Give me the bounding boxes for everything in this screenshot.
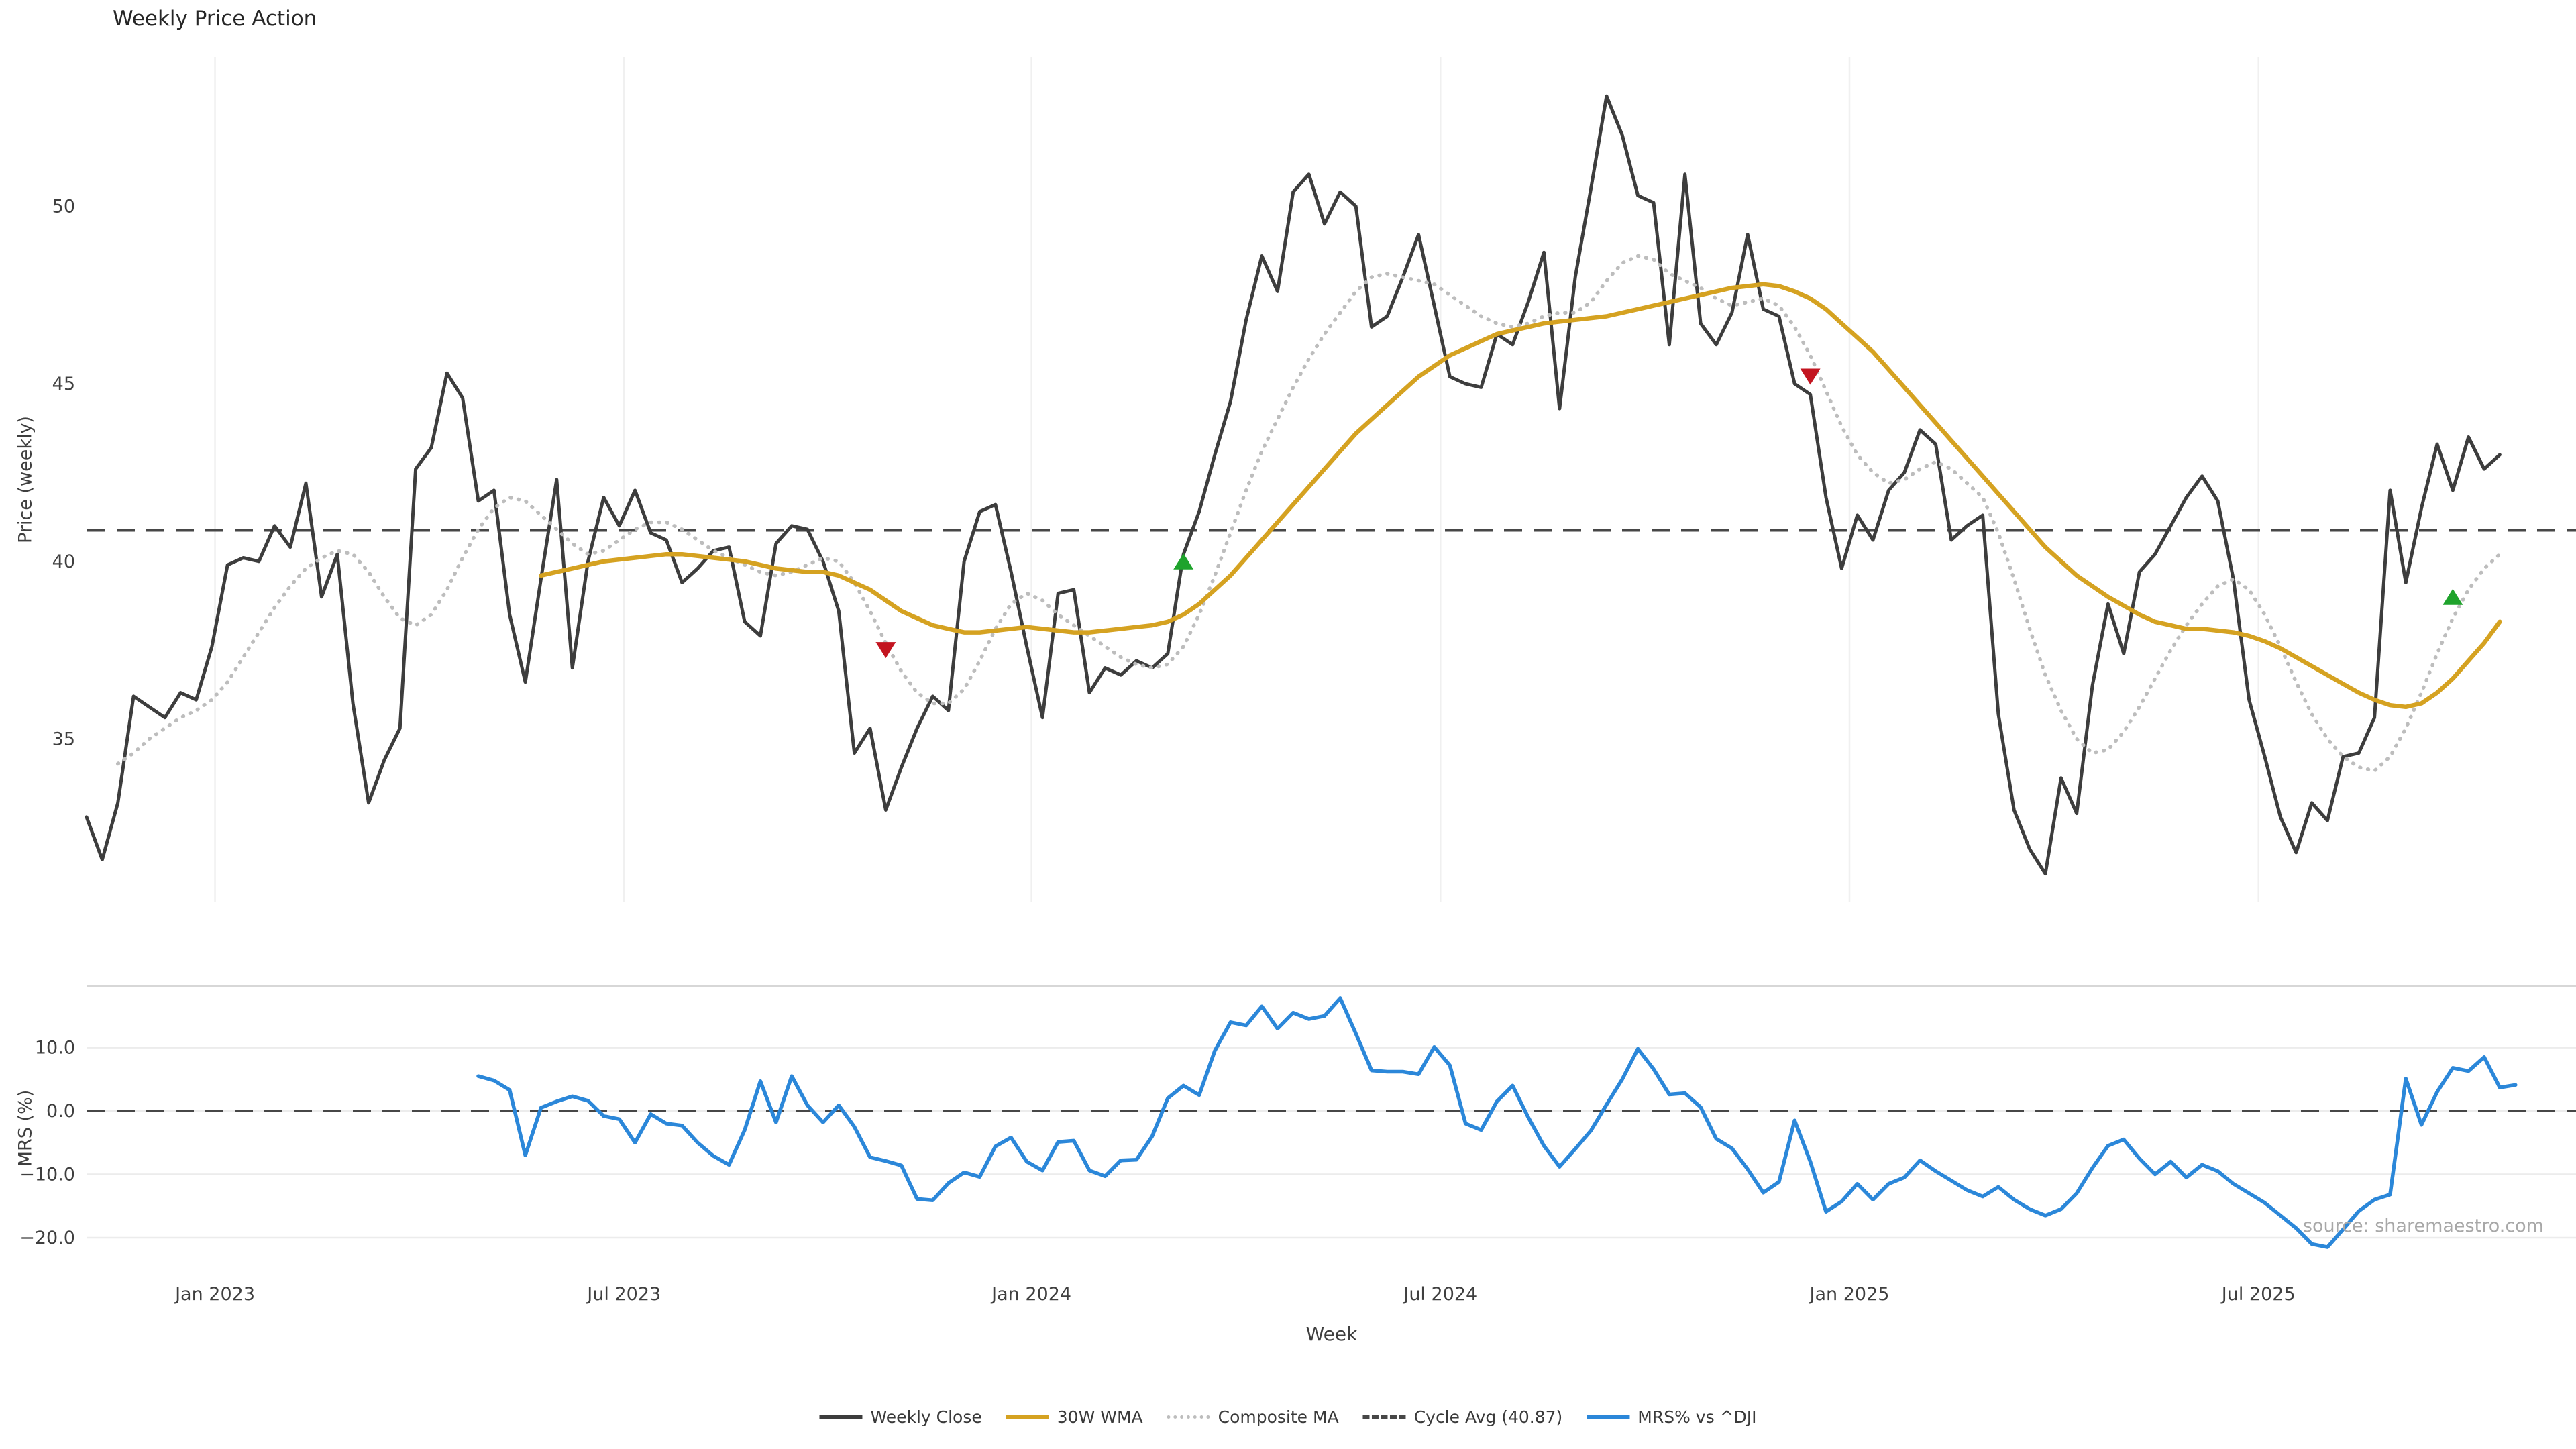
legend-item-cycle-avg-40-87-: Cycle Avg (40.87) bbox=[1362, 1407, 1563, 1427]
legend-swatch bbox=[1006, 1415, 1049, 1419]
x-tick-label: Jul 2024 bbox=[1402, 1284, 1477, 1305]
legend-item-mrs-vs-dji: MRS% vs ^DJI bbox=[1587, 1407, 1757, 1427]
series-weekly-close bbox=[85, 94, 2502, 876]
x-tick-label: Jan 2024 bbox=[990, 1284, 1071, 1305]
legend-item-composite-ma: Composite MA bbox=[1167, 1407, 1339, 1427]
legend-label: MRS% vs ^DJI bbox=[1638, 1407, 1757, 1427]
legend-label: Composite MA bbox=[1218, 1407, 1339, 1427]
legend-item-weekly-close: Weekly Close bbox=[819, 1407, 982, 1427]
sell-signal-marker bbox=[1800, 368, 1821, 385]
legend-label: 30W WMA bbox=[1057, 1407, 1143, 1427]
legend-swatch bbox=[1167, 1415, 1210, 1419]
series-30w-wma bbox=[539, 282, 2502, 710]
gridlines-layer bbox=[87, 57, 2576, 1239]
price-y-tick-label: 50 bbox=[52, 196, 75, 217]
sell-signal-marker bbox=[875, 642, 896, 659]
buy-signal-marker bbox=[2443, 588, 2463, 605]
markers-layer bbox=[875, 368, 2463, 659]
x-tick-label: Jan 2023 bbox=[174, 1284, 255, 1305]
x-tick-label: Jan 2025 bbox=[1809, 1284, 1890, 1305]
x-axis-label: Week bbox=[1305, 1323, 1358, 1345]
price-y-tick-label: 45 bbox=[52, 374, 75, 394]
source-attribution: source: sharemaestro.com bbox=[2302, 1216, 2544, 1236]
mrs-y-tick-label: 0.0 bbox=[46, 1101, 75, 1122]
price-y-tick-label: 35 bbox=[52, 729, 75, 749]
chart-title: Weekly Price Action bbox=[113, 7, 317, 31]
mrs-y-tick-label: 10.0 bbox=[35, 1038, 75, 1059]
x-tick-label: Jul 2023 bbox=[586, 1284, 661, 1305]
mrs-y-tick-label: −20.0 bbox=[19, 1228, 75, 1248]
legend: Weekly Close 30W WMA Composite MA Cycle Avg… bbox=[819, 1407, 1757, 1427]
legend-item-30w-wma: 30W WMA bbox=[1006, 1407, 1143, 1427]
series-layer bbox=[85, 94, 2518, 1249]
legend-swatch bbox=[819, 1415, 863, 1419]
legend-swatch bbox=[1587, 1415, 1630, 1419]
price-y-tick-label: 40 bbox=[52, 551, 75, 572]
series-mrs-vs-dji bbox=[476, 996, 2518, 1249]
price-axis-label: Price (weekly) bbox=[15, 416, 36, 543]
x-tick-label: Jul 2025 bbox=[2220, 1284, 2296, 1305]
tick-labels-layer: Jan 2023 Jul 2023 Jan 2024 Jul 2024 Jan 2025… bbox=[19, 196, 2295, 1305]
buy-signal-marker bbox=[1173, 553, 1194, 570]
mrs-axis-label: MRS (%) bbox=[15, 1089, 36, 1167]
series-composite-ma bbox=[115, 254, 2502, 773]
legend-label: Cycle Avg (40.87) bbox=[1413, 1407, 1563, 1427]
reference-lines-layer bbox=[87, 529, 2576, 1112]
legend-swatch bbox=[1362, 1415, 1406, 1419]
mrs-y-tick-label: −10.0 bbox=[19, 1165, 75, 1185]
legend-label: Weekly Close bbox=[870, 1407, 982, 1427]
